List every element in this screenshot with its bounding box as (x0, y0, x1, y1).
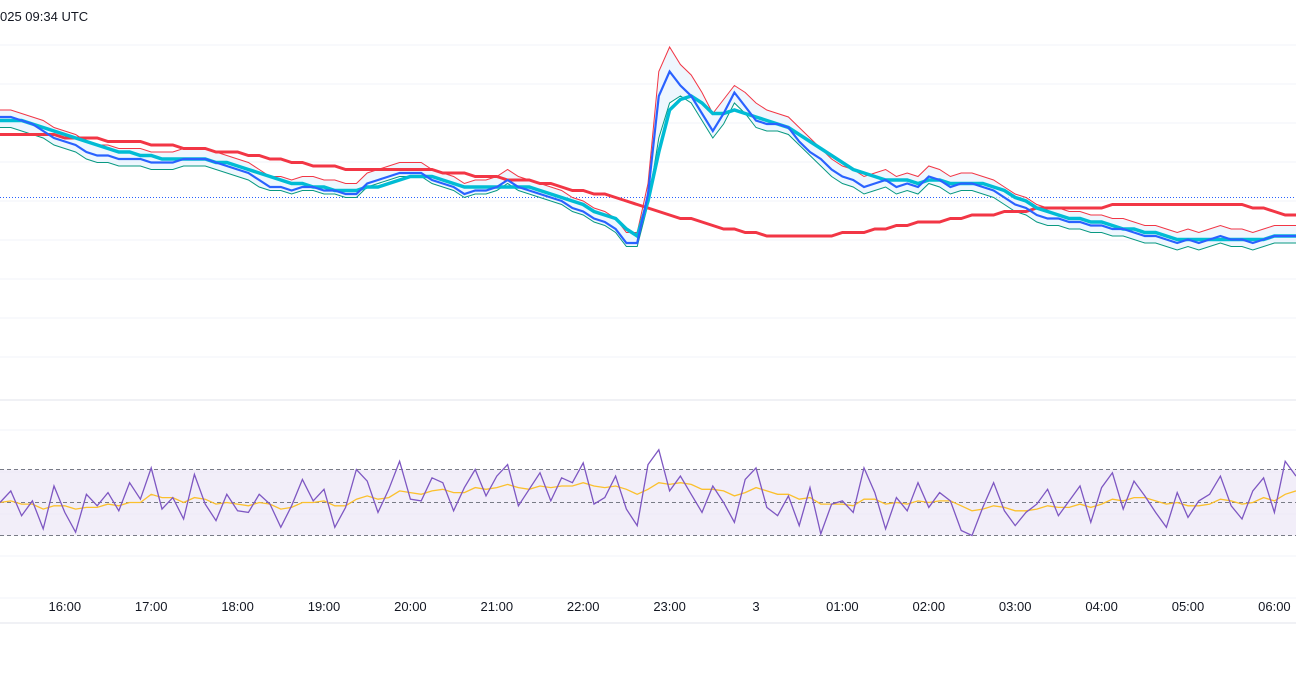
x-tick-label: 21:00 (481, 599, 514, 614)
x-tick-label: 16:00 (49, 599, 82, 614)
x-tick-label: 03:00 (999, 599, 1032, 614)
x-tick-label: 17:00 (135, 599, 168, 614)
x-tick-label: 23:00 (653, 599, 686, 614)
x-tick-label: 20:00 (394, 599, 427, 614)
x-tick-label: 05:00 (1172, 599, 1205, 614)
x-tick-label: 06:00 (1258, 599, 1291, 614)
x-tick-label: 18:00 (221, 599, 254, 614)
oscillator-panel[interactable] (0, 448, 1296, 537)
slow-ma-line (0, 133, 1296, 238)
x-tick-label: 19:00 (308, 599, 341, 614)
band-fill (0, 47, 1296, 250)
price-panel[interactable] (0, 45, 1296, 251)
x-tick-label: 01:00 (826, 599, 859, 614)
x-tick-label: 02:00 (913, 599, 946, 614)
oscillator-line (0, 448, 1296, 537)
x-tick-label: 04:00 (1085, 599, 1118, 614)
x-tick-label: 22:00 (567, 599, 600, 614)
oscillator-ma-line (0, 482, 1296, 512)
price-line (0, 69, 1296, 245)
chart-timestamp: 025 09:34 UTC (0, 9, 89, 24)
x-axis: 16:00 17:00 18:00 19:00 20:00 21:00 22:00 23:00… (49, 599, 1291, 614)
x-tick-label: 3 (752, 599, 759, 614)
